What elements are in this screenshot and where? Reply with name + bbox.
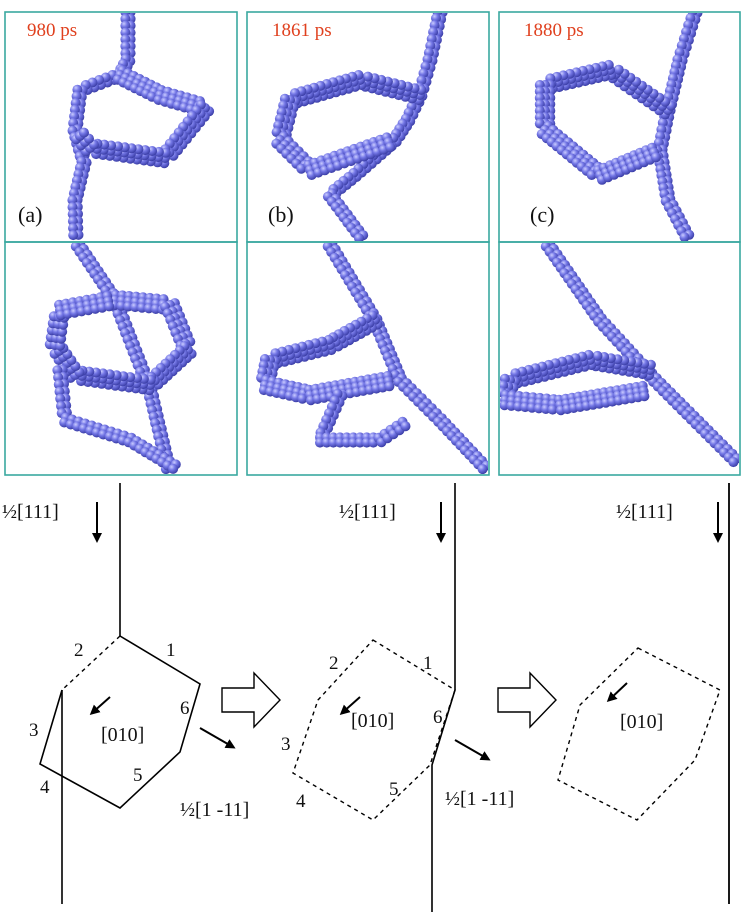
atom-chain xyxy=(322,13,448,241)
seg-3-a: 3 xyxy=(29,720,39,741)
loop-arrow-b xyxy=(339,696,361,715)
burgers-label-c: ½[111] xyxy=(616,501,673,523)
seg-1-b: 1 xyxy=(423,653,433,674)
loop-c-dashed xyxy=(557,647,721,821)
loop-a-solid xyxy=(39,635,201,809)
atom-chain xyxy=(271,70,427,180)
atom-chain xyxy=(540,243,739,468)
hollow-arrow-right-icon xyxy=(221,671,281,729)
burgers-label-a: ½[111] xyxy=(2,501,59,523)
panel-label-a: (a) xyxy=(18,202,42,227)
glide-arrow-a xyxy=(199,727,236,749)
atom-chain xyxy=(44,289,197,396)
seg-5-a: 5 xyxy=(133,765,143,786)
dislocation-line-b xyxy=(431,483,456,912)
atom-chain xyxy=(534,59,676,185)
atom-chain xyxy=(71,65,215,169)
panel-a-bottom-frame xyxy=(4,241,238,476)
seg-2-a: 2 xyxy=(74,640,84,661)
atom-chain xyxy=(52,364,181,474)
seg-5-b: 5 xyxy=(389,779,399,800)
loop-burgers-b: [010] xyxy=(351,710,394,732)
seg-6-a: 6 xyxy=(180,698,190,719)
loop-a-dashed xyxy=(61,635,121,691)
panel-label-c: (c) xyxy=(530,202,554,227)
glide-label-a: ½[1 -11] xyxy=(180,799,249,821)
atom-chain xyxy=(652,13,703,241)
hollow-arrow-right-icon xyxy=(497,671,557,729)
atom-chain xyxy=(256,310,395,406)
time-label-b: 1861 ps xyxy=(272,20,332,41)
panel-c-bottom-frame xyxy=(498,241,741,476)
loop-burgers-a: [010] xyxy=(101,724,144,746)
atom-chain xyxy=(500,349,656,416)
schematic-c xyxy=(557,483,730,904)
atom-chains xyxy=(44,13,739,474)
panel-label-b: (b) xyxy=(268,202,294,227)
atom-chain xyxy=(67,13,136,241)
seg-3-b: 3 xyxy=(281,734,291,755)
time-label-c: 1880 ps xyxy=(524,20,584,41)
schematic-a xyxy=(39,483,236,904)
seg-4-b: 4 xyxy=(296,791,306,812)
seg-1-a: 1 xyxy=(166,640,176,661)
atom-chain xyxy=(315,388,411,448)
burgers-label-b: ½[111] xyxy=(339,501,396,523)
time-label-a: 980 ps xyxy=(27,20,77,41)
panel-frames xyxy=(4,11,741,476)
loop-arrow-c xyxy=(606,682,628,703)
glide-arrow-b xyxy=(454,739,491,761)
seg-6-b: 6 xyxy=(433,707,443,728)
schematic-b xyxy=(292,483,491,912)
loop-burgers-c: [010] xyxy=(620,711,663,733)
panel-b-bottom-frame xyxy=(246,241,490,476)
seg-2-b: 2 xyxy=(329,653,339,674)
glide-label-b: ½[1 -11] xyxy=(445,788,514,810)
seg-4-a: 4 xyxy=(40,777,50,798)
loop-arrow-a xyxy=(89,696,111,715)
